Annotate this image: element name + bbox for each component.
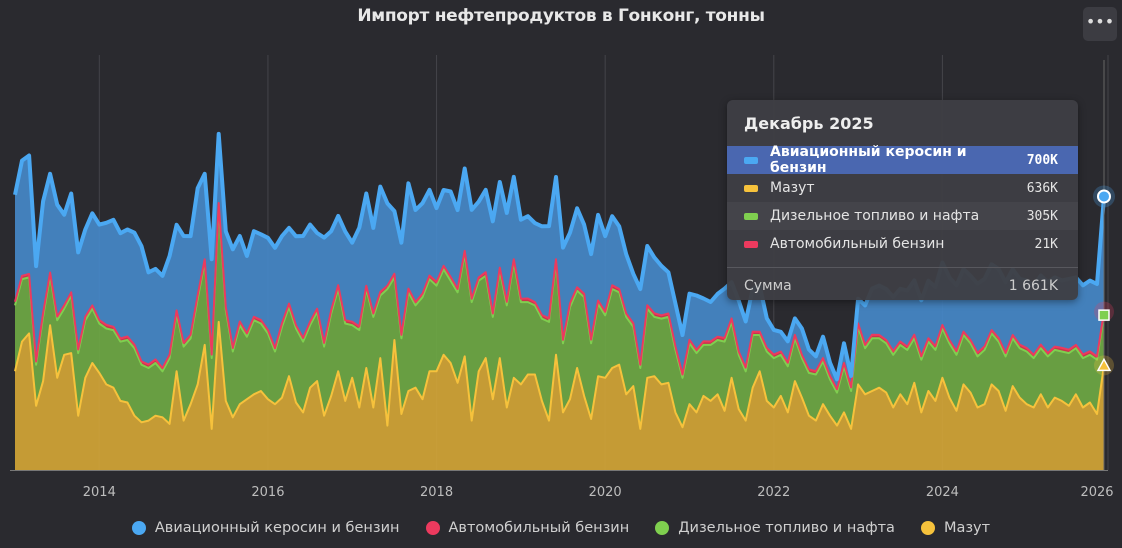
legend-dot-icon — [425, 521, 440, 535]
tooltip-row-value: 21K — [1034, 236, 1058, 252]
legend-dot-icon — [655, 521, 670, 535]
tooltip-row-label: Дизельное топливо и нафта — [770, 208, 980, 224]
area-series-0 — [15, 321, 1104, 470]
tooltip-sum: Сумма 1 661K — [727, 267, 1078, 304]
series-swatch — [744, 240, 758, 248]
line-series-2 — [14, 202, 1105, 391]
ellipsis-icon: ••• — [1085, 12, 1115, 31]
legend-item[interactable]: Дизельное топливо и нафта — [655, 520, 895, 536]
tooltip-row: Дизельное топливо и нафта 305K — [727, 202, 1078, 230]
x-tick-label: 2026 — [1080, 485, 1113, 500]
tooltip-row: Автомобильный бензин 21K — [727, 230, 1078, 258]
tooltip-row-value: 305K — [1026, 208, 1058, 224]
marker-diesel — [1098, 309, 1110, 321]
legend-dot-icon — [920, 521, 935, 535]
legend-label: Дизельное топливо и нафта — [678, 520, 895, 536]
x-tick-label: 2022 — [757, 485, 790, 500]
x-tick-label: 2024 — [926, 485, 959, 500]
chart-menu-button[interactable]: ••• — [1083, 7, 1117, 41]
tooltip-row: Авиационный керосин и бензин 700K — [727, 144, 1078, 176]
tooltip-row-label: Автомобильный бензин — [770, 236, 945, 252]
tooltip-sum-label: Сумма — [744, 278, 792, 294]
marker-aviation — [1097, 189, 1111, 204]
legend-label: Автомобильный бензин — [448, 520, 630, 536]
legend-item[interactable]: Автомобильный бензин — [425, 520, 630, 536]
series-swatch — [744, 156, 758, 164]
legend-label: Мазут — [943, 520, 991, 536]
tooltip: Декабрь 2025 Авиационный керосин и бензи… — [727, 100, 1078, 300]
legend-item[interactable]: Авиационный керосин и бензин — [131, 520, 400, 536]
legend-item[interactable]: Мазут — [920, 520, 991, 536]
series-swatch — [744, 212, 758, 220]
legend-label: Авиационный керосин и бензин — [154, 520, 400, 536]
marker-mazut — [1096, 357, 1112, 372]
x-tick-label: 2016 — [251, 485, 284, 500]
chart-title: Импорт нефтепродуктов в Гонконг, тонны — [357, 6, 765, 26]
x-tick-label: 2018 — [420, 485, 453, 500]
tooltip-row-value: 636K — [1026, 180, 1058, 196]
area-series-1 — [15, 206, 1104, 429]
x-tick-label: 2014 — [83, 485, 116, 500]
tooltip-row-label: Мазут — [770, 180, 815, 196]
x-tick-label: 2020 — [589, 485, 622, 500]
tooltip-header: Декабрь 2025 — [744, 114, 874, 133]
area-series-3 — [15, 133, 1104, 390]
legend: Авиационный керосин и бензин Автомобильны… — [0, 520, 1122, 536]
tooltip-row-value: 700K — [1026, 152, 1058, 168]
series-swatch — [744, 184, 758, 192]
tooltip-sum-value: 1 661K — [1008, 278, 1058, 294]
tooltip-row: Мазут 636K — [727, 174, 1078, 202]
tooltip-row-label: Авиационный керосин и бензин — [770, 144, 967, 176]
line-series-0 — [14, 320, 1105, 430]
legend-dot-icon — [131, 521, 146, 535]
